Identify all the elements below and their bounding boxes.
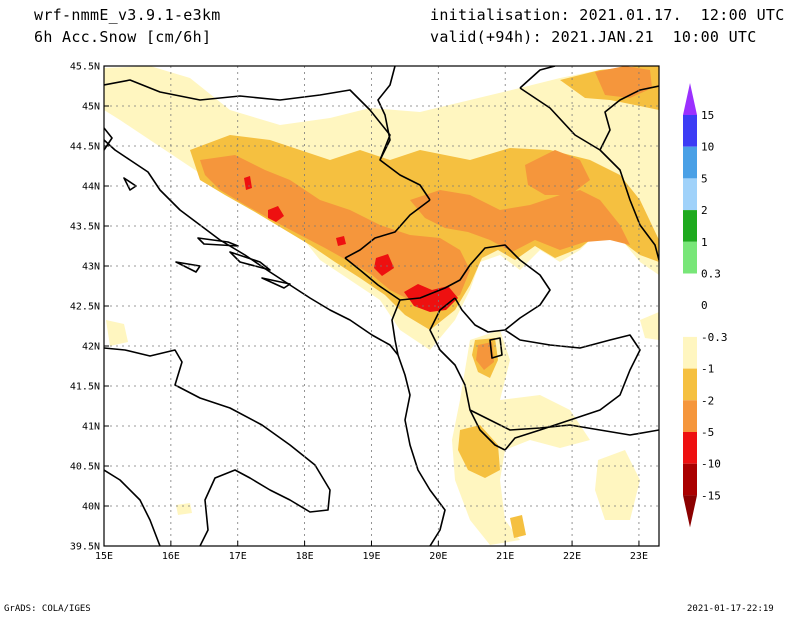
snow-area-light: [176, 503, 192, 515]
legend-color-box: [683, 400, 697, 432]
lon-label: 17E: [229, 551, 247, 562]
snow-area-light: [452, 330, 590, 545]
legend-color-box: [683, 178, 697, 211]
color-legend: 15 10 5 2 1 0.3 0 -0.3 -1 -2 -5 -10 -15: [683, 83, 728, 528]
lat-label: 41.5N: [70, 382, 100, 393]
legend-level-label: -2: [701, 394, 714, 407]
snow-area-orange: [476, 342, 494, 370]
lat-label: 42N: [82, 342, 100, 353]
map-grid: [104, 66, 659, 546]
lat-label: 39.5N: [70, 542, 100, 553]
legend-color-box: [683, 305, 697, 337]
legend-color-box: [683, 115, 697, 147]
legend-color-box: [683, 210, 697, 242]
snow-area-red: [336, 236, 346, 246]
snow-area-light: [595, 450, 640, 520]
lon-axis-labels: 15E 16E 17E 18E 19E 20E 21E 22E 23E: [95, 541, 648, 562]
lon-label: 15E: [95, 551, 113, 562]
legend-color-box: [683, 241, 697, 274]
lon-label: 18E: [296, 551, 314, 562]
snow-area-orange: [410, 190, 630, 252]
snow-area-orange: [595, 66, 652, 98]
field-name: 6h Acc.Snow [cm/6h]: [34, 28, 212, 46]
lon-label: 20E: [429, 551, 447, 562]
snow-area-light: [640, 312, 659, 340]
legend-level-label: 0.3: [701, 268, 721, 281]
legend-arrow-bottom: [683, 495, 697, 528]
legend-level-label: 2: [701, 204, 708, 217]
snow-area-red: [268, 206, 284, 222]
legend-color-box: [683, 463, 697, 496]
lat-label: 45N: [82, 102, 100, 113]
legend-color-box: [683, 432, 697, 464]
snow-area-orange: [200, 155, 470, 305]
legend-level-label: -10: [701, 458, 721, 471]
lat-label: 42.5N: [70, 302, 100, 313]
legend-level-label: 10: [701, 141, 714, 154]
valid-time: valid(+94h): 2021.JAN.21 10:00 UTC: [430, 28, 757, 46]
lon-label: 22E: [563, 551, 581, 562]
footer-timestamp: 2021-01-17-22:19: [687, 604, 774, 614]
legend-level-label: -0.3: [701, 331, 728, 344]
lat-label: 44N: [82, 182, 100, 193]
snow-area-red: [244, 176, 252, 190]
lon-label: 19E: [362, 551, 380, 562]
legend-level-label: 5: [701, 172, 708, 185]
snow-area-light: [106, 320, 128, 346]
snow-area-red: [404, 284, 458, 312]
legend-level-label: -15: [701, 489, 721, 502]
lat-label: 43N: [82, 262, 100, 273]
legend-color-box: [683, 273, 697, 306]
snow-area-medium: [510, 515, 526, 538]
lon-label: 16E: [162, 551, 180, 562]
lon-label: 23E: [630, 551, 648, 562]
lat-label: 44.5N: [70, 142, 100, 153]
lat-label: 40N: [82, 502, 100, 513]
legend-level-label: 1: [701, 236, 708, 249]
legend-level-label: -1: [701, 363, 714, 376]
legend-level-label: 0: [701, 299, 708, 312]
init-time: initialisation: 2021.01.17. 12:00 UTC: [430, 6, 785, 24]
model-name: wrf-nmmE_v3.9.1-e3km: [34, 6, 221, 24]
snow-area-red: [374, 254, 394, 276]
snow-field: [104, 66, 659, 546]
legend-color-box: [683, 146, 697, 179]
snow-area-medium: [458, 425, 500, 478]
lat-label: 40.5N: [70, 462, 100, 473]
lat-label: 43.5N: [70, 222, 100, 233]
lat-label: 41N: [82, 422, 100, 433]
legend-color-box: [683, 336, 697, 369]
footer-credit: GrADS: COLA/IGES: [4, 604, 91, 614]
coast-and-borders: [104, 66, 659, 546]
legend-level-label: -5: [701, 426, 714, 439]
lat-axis-labels: 45.5N 45N 44.5N 44N 43.5N 43N 42.5N 42N 41.5N 41N…: [70, 62, 109, 553]
legend-arrow-top: [683, 83, 697, 115]
legend-color-box: [683, 368, 697, 401]
snow-area-orange: [525, 150, 590, 195]
lat-label: 45.5N: [70, 62, 100, 73]
lon-label: 21E: [496, 551, 514, 562]
legend-level-label: 15: [701, 109, 714, 122]
